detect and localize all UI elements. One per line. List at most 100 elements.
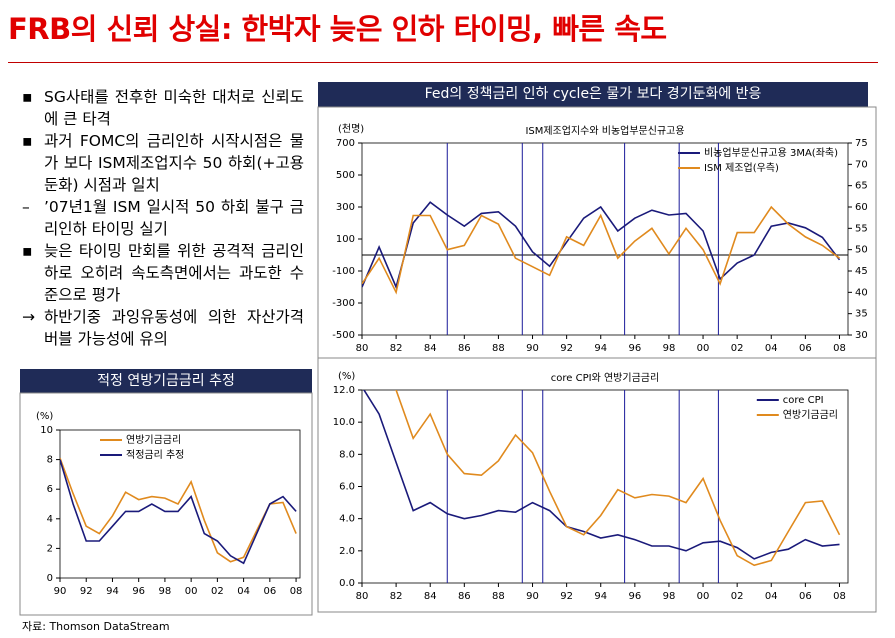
bullet-marker: ▪ bbox=[22, 132, 33, 150]
x-tick-label: 96 bbox=[628, 591, 641, 602]
x-tick-label: 96 bbox=[132, 586, 145, 597]
legend-label: 연방기금금리 bbox=[126, 434, 181, 446]
bullet: ▪ 늦은 타이밍 만회를 위한 공격적 금리인하로 오히려 속도측면에서는 과도한… bbox=[22, 240, 304, 306]
x-tick-label: 04 bbox=[765, 591, 778, 602]
source-note: 자료: Thomson DataStream bbox=[22, 620, 170, 633]
x-tick-label: 84 bbox=[424, 591, 437, 602]
bullet-list: ▪ SG사태를 전후한 미숙한 대처로 신뢰도에 큰 타격 ▪ 과거 FOMC의 금리… bbox=[22, 86, 304, 350]
x-tick-label: 08 bbox=[290, 586, 303, 597]
series-line bbox=[362, 205, 840, 295]
x-tick-label: 84 bbox=[424, 343, 437, 354]
bullet-text: SG사태를 전후한 미숙한 대처로 신뢰도에 큰 타격 bbox=[44, 88, 304, 128]
x-tick-label: 96 bbox=[628, 343, 641, 354]
x-tick-label: 94 bbox=[106, 586, 119, 597]
bullet: ▪ 과거 FOMC의 금리인하 시작시점은 물가 보다 ISM제조업지수 50 하… bbox=[22, 130, 304, 196]
x-tick-label: 08 bbox=[833, 343, 846, 354]
y2-tick-label: 50 bbox=[855, 245, 868, 256]
bullet-text: 늦은 타이밍 만회를 위한 공격적 금리인하로 오히려 속도측면에서는 과도한 … bbox=[44, 242, 304, 304]
series-line bbox=[395, 390, 841, 567]
x-tick-label: 82 bbox=[390, 591, 403, 602]
slide-title: FRB의 신뢰 상실: 한박자 늦은 인하 타이밍, 빠른 속도 bbox=[8, 12, 667, 46]
y-tick-label: 0.0 bbox=[339, 578, 355, 589]
bullet-text: 과거 FOMC의 금리인하 시작시점은 물가 보다 ISM제조업지수 50 하회… bbox=[44, 132, 304, 194]
chart-title: ISM제조업지수와 비농업부문신규고용 bbox=[525, 124, 684, 137]
x-tick-label: 04 bbox=[765, 343, 778, 354]
legend-label: 연방기금금리 bbox=[783, 409, 838, 421]
x-tick-label: 02 bbox=[731, 591, 744, 602]
x-tick-label: 88 bbox=[492, 591, 505, 602]
x-tick-label: 86 bbox=[458, 343, 471, 354]
y2-tick-label: 40 bbox=[855, 287, 868, 298]
panel-title: 적정 연방기금금리 추정 bbox=[20, 369, 312, 393]
bullet-text: 하반기중 과잉유동성에 의한 자산가격 버블 가능성에 유의 bbox=[44, 308, 304, 348]
legend-label: 비농업부문신규고용 3MA(좌축) bbox=[704, 146, 838, 159]
x-tick-label: 08 bbox=[833, 591, 846, 602]
x-tick-label: 90 bbox=[54, 586, 67, 597]
x-tick-label: 98 bbox=[663, 591, 676, 602]
x-tick-label: 06 bbox=[799, 591, 812, 602]
x-tick-label: 00 bbox=[697, 343, 710, 354]
series-line bbox=[60, 457, 297, 563]
series-line bbox=[362, 201, 841, 290]
legend-label: 적정금리 추정 bbox=[126, 449, 184, 461]
legend-item: ISM 제조업(우측) bbox=[677, 161, 779, 174]
x-tick-label: 90 bbox=[526, 591, 539, 602]
y2-tick-label: 75 bbox=[855, 138, 868, 149]
x-tick-label: 92 bbox=[80, 586, 93, 597]
y-tick-label: 4.0 bbox=[339, 514, 355, 525]
x-tick-label: 00 bbox=[697, 591, 710, 602]
x-tick-label: 98 bbox=[159, 586, 172, 597]
title-rule bbox=[8, 62, 878, 63]
y-tick-label: 100 bbox=[336, 234, 355, 245]
y-tick-label: 6 bbox=[47, 484, 53, 495]
series-line bbox=[363, 390, 840, 560]
bullet: → 하반기중 과잉유동성에 의한 자산가격 버블 가능성에 유의 bbox=[22, 306, 304, 350]
x-tick-label: 80 bbox=[356, 343, 369, 354]
x-tick-label: 90 bbox=[526, 343, 539, 354]
panel-frame bbox=[317, 106, 877, 613]
panel-title: Fed의 정책금리 인하 cycle은 물가 보다 경기둔화에 반응 bbox=[318, 82, 868, 107]
bullet-text: ’07년1월 ISM 일시적 50 하회 불구 금리인하 타이밍 실기 bbox=[44, 198, 304, 238]
y-tick-label: 0 bbox=[47, 573, 53, 584]
chart-title: core CPI와 연방기금금리 bbox=[551, 372, 659, 384]
y2-tick-label: 60 bbox=[855, 202, 868, 213]
x-tick-label: 06 bbox=[263, 586, 276, 597]
x-tick-label: 02 bbox=[731, 343, 744, 354]
x-tick-label: 92 bbox=[560, 343, 573, 354]
series-line bbox=[60, 459, 297, 565]
x-tick-label: 86 bbox=[458, 591, 471, 602]
bullet-marker: ▪ bbox=[22, 88, 33, 106]
bullet-marker: → bbox=[22, 308, 35, 326]
bullet-marker: ▪ bbox=[22, 242, 33, 260]
y-tick-label: 12.0 bbox=[333, 385, 355, 396]
y2-tick-label: 30 bbox=[855, 330, 868, 341]
x-tick-label: 94 bbox=[594, 591, 607, 602]
y2-tick-label: 45 bbox=[855, 266, 868, 277]
x-tick-label: 82 bbox=[390, 343, 403, 354]
y-tick-label: 10 bbox=[40, 425, 53, 436]
y-tick-label: -300 bbox=[332, 298, 355, 309]
legend-label: ISM 제조업(우측) bbox=[704, 161, 779, 174]
panel-frame bbox=[19, 392, 313, 616]
y-tick-label: 6.0 bbox=[339, 482, 355, 493]
y-tick-label: 2 bbox=[47, 543, 53, 554]
bullet-marker: – bbox=[22, 198, 30, 216]
y-tick-label: -500 bbox=[332, 330, 355, 341]
legend-item: core CPI bbox=[756, 395, 824, 406]
x-tick-label: 06 bbox=[799, 343, 812, 354]
y-tick-label: 4 bbox=[47, 514, 53, 525]
bullet: – ’07년1월 ISM 일시적 50 하회 불구 금리인하 타이밍 실기 bbox=[22, 196, 304, 240]
legend-item: 연방기금금리 bbox=[756, 409, 838, 421]
y-unit: (%) bbox=[36, 411, 53, 422]
y-tick-label: 300 bbox=[336, 202, 355, 213]
x-tick-label: 04 bbox=[237, 586, 250, 597]
y2-tick-label: 35 bbox=[855, 309, 868, 320]
x-tick-label: 88 bbox=[492, 343, 505, 354]
bullet: ▪ SG사태를 전후한 미숙한 대처로 신뢰도에 큰 타격 bbox=[22, 86, 304, 130]
y2-tick-label: 65 bbox=[855, 181, 868, 192]
y2-tick-label: 70 bbox=[855, 159, 868, 170]
x-tick-label: 00 bbox=[185, 586, 198, 597]
y-unit: (%) bbox=[338, 371, 355, 382]
